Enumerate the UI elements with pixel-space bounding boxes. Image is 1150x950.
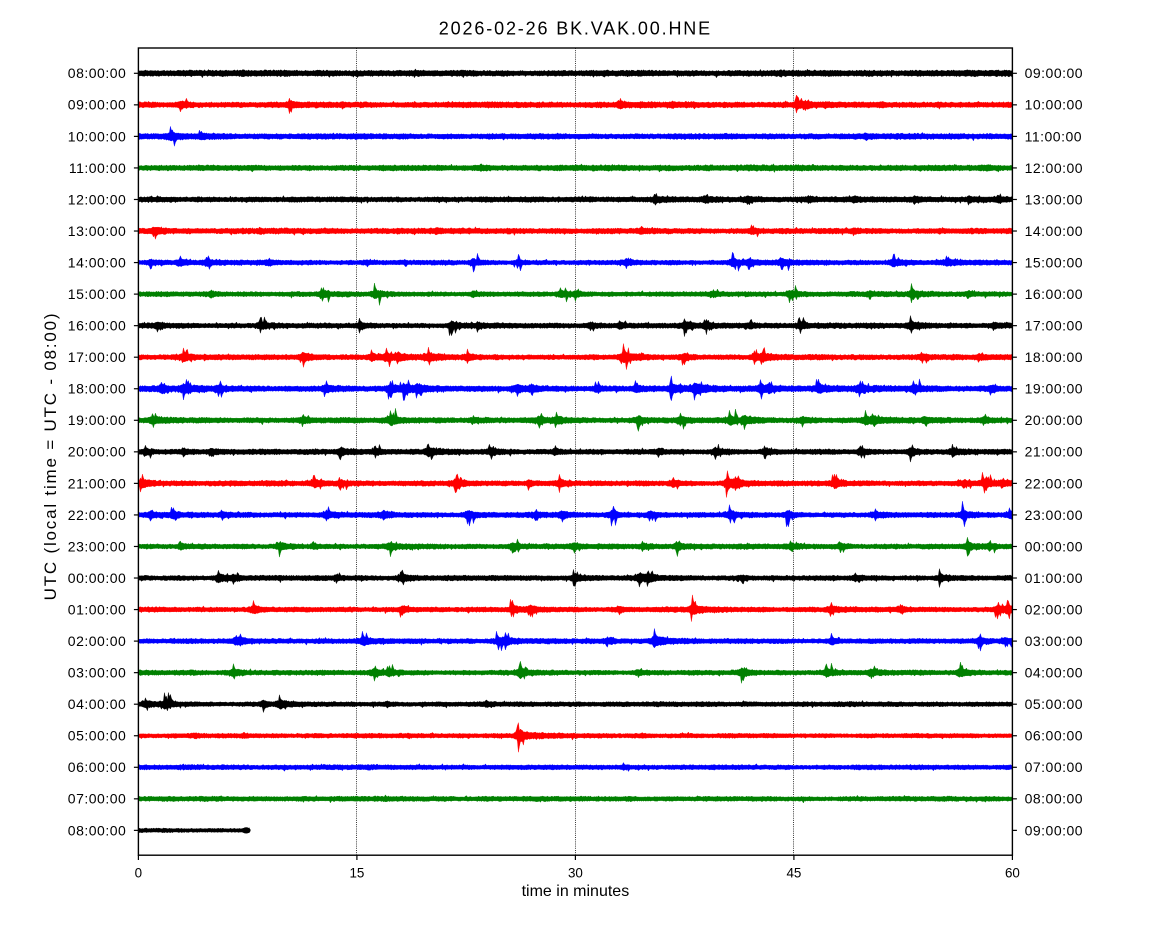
- svg-text:12:00:00: 12:00:00: [1025, 160, 1084, 176]
- svg-text:13:00:00: 13:00:00: [68, 223, 127, 239]
- svg-text:02:00:00: 02:00:00: [68, 633, 127, 649]
- svg-text:08:00:00: 08:00:00: [1025, 791, 1084, 807]
- svg-text:22:00:00: 22:00:00: [1025, 475, 1084, 491]
- svg-text:06:00:00: 06:00:00: [68, 759, 127, 775]
- svg-text:18:00:00: 18:00:00: [68, 381, 127, 397]
- svg-text:22:00:00: 22:00:00: [68, 507, 127, 523]
- svg-text:14:00:00: 14:00:00: [1025, 223, 1084, 239]
- svg-text:01:00:00: 01:00:00: [1025, 570, 1084, 586]
- svg-text:11:00:00: 11:00:00: [1025, 128, 1082, 144]
- svg-text:0: 0: [135, 866, 142, 881]
- svg-text:23:00:00: 23:00:00: [68, 538, 127, 554]
- svg-text:09:00:00: 09:00:00: [1025, 822, 1084, 838]
- svg-text:04:00:00: 04:00:00: [68, 696, 127, 712]
- svg-text:02:00:00: 02:00:00: [1025, 601, 1084, 617]
- svg-text:21:00:00: 21:00:00: [68, 475, 127, 491]
- svg-text:12:00:00: 12:00:00: [68, 191, 127, 207]
- svg-text:08:00:00: 08:00:00: [68, 822, 127, 838]
- svg-text:05:00:00: 05:00:00: [1025, 696, 1084, 712]
- svg-text:60: 60: [1005, 866, 1020, 881]
- svg-text:10:00:00: 10:00:00: [1025, 97, 1084, 113]
- svg-text:11:00:00: 11:00:00: [69, 160, 126, 176]
- svg-text:17:00:00: 17:00:00: [68, 349, 127, 365]
- svg-text:03:00:00: 03:00:00: [1025, 633, 1084, 649]
- svg-text:20:00:00: 20:00:00: [1025, 412, 1084, 428]
- svg-text:19:00:00: 19:00:00: [1025, 381, 1084, 397]
- svg-text:21:00:00: 21:00:00: [1025, 444, 1084, 460]
- svg-text:04:00:00: 04:00:00: [1025, 665, 1084, 681]
- svg-text:15:00:00: 15:00:00: [68, 286, 127, 302]
- svg-text:10:00:00: 10:00:00: [68, 128, 127, 144]
- svg-text:15:00:00: 15:00:00: [1025, 254, 1084, 270]
- svg-text:05:00:00: 05:00:00: [68, 728, 127, 744]
- svg-text:15: 15: [349, 866, 364, 881]
- svg-text:UTC (local time = UTC - 08:00): UTC (local time = UTC - 08:00): [41, 312, 60, 601]
- svg-text:14:00:00: 14:00:00: [68, 254, 127, 270]
- svg-text:03:00:00: 03:00:00: [68, 665, 127, 681]
- svg-text:13:00:00: 13:00:00: [1025, 191, 1084, 207]
- svg-text:23:00:00: 23:00:00: [1025, 507, 1084, 523]
- svg-text:17:00:00: 17:00:00: [1025, 318, 1084, 334]
- svg-text:08:00:00: 08:00:00: [68, 65, 127, 81]
- svg-text:07:00:00: 07:00:00: [1025, 759, 1084, 775]
- svg-text:07:00:00: 07:00:00: [68, 791, 127, 807]
- svg-text:16:00:00: 16:00:00: [1025, 286, 1084, 302]
- svg-text:45: 45: [786, 866, 801, 881]
- svg-text:16:00:00: 16:00:00: [68, 318, 127, 334]
- svg-text:2026-02-26 BK.VAK.00.HNE: 2026-02-26 BK.VAK.00.HNE: [439, 19, 712, 39]
- svg-text:09:00:00: 09:00:00: [68, 97, 127, 113]
- svg-text:19:00:00: 19:00:00: [68, 412, 127, 428]
- svg-text:20:00:00: 20:00:00: [68, 444, 127, 460]
- svg-text:time in minutes: time in minutes: [522, 883, 630, 900]
- svg-text:30: 30: [568, 866, 583, 881]
- svg-text:01:00:00: 01:00:00: [68, 601, 127, 617]
- svg-text:18:00:00: 18:00:00: [1025, 349, 1084, 365]
- svg-text:06:00:00: 06:00:00: [1025, 728, 1084, 744]
- svg-text:00:00:00: 00:00:00: [68, 570, 127, 586]
- svg-text:09:00:00: 09:00:00: [1025, 65, 1084, 81]
- svg-text:00:00:00: 00:00:00: [1025, 538, 1084, 554]
